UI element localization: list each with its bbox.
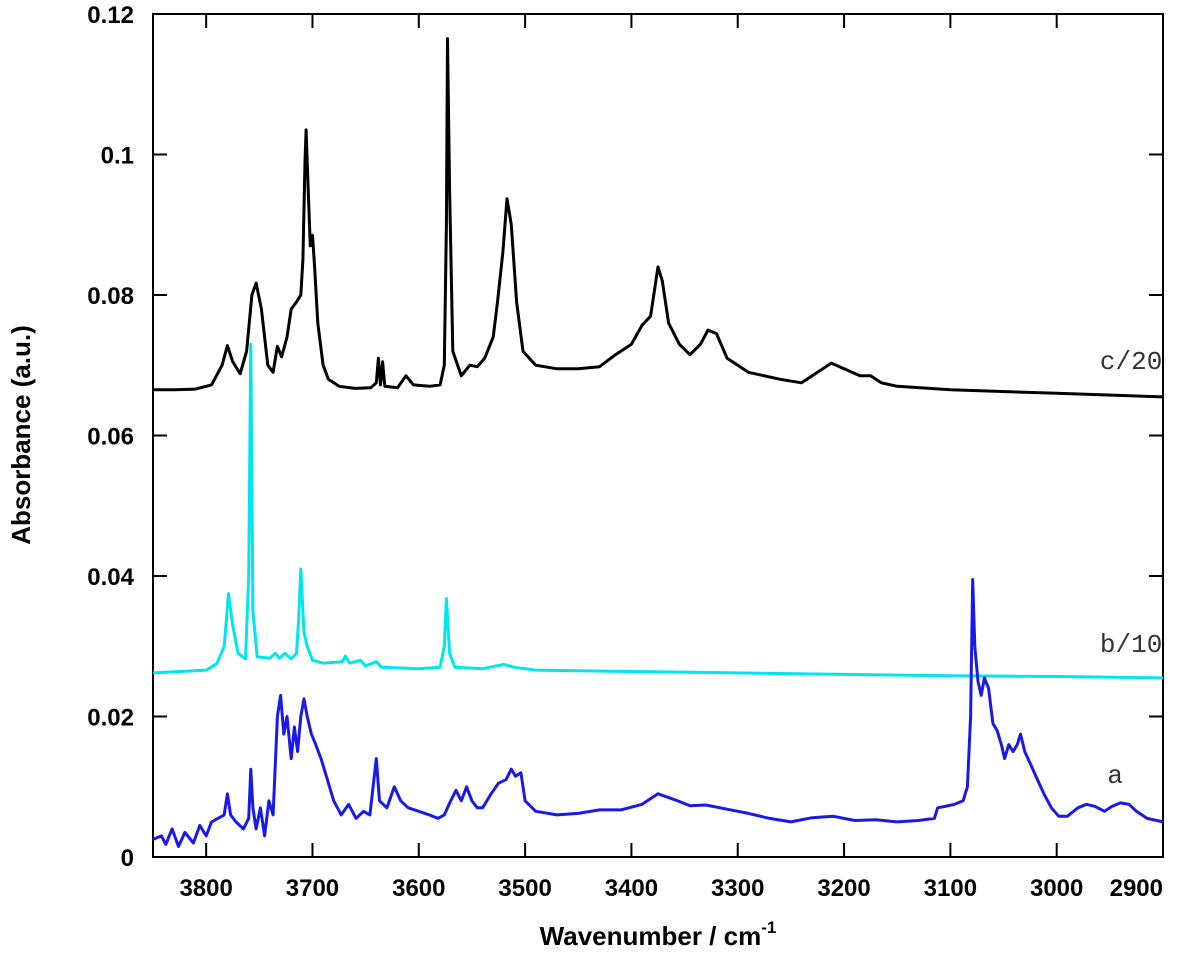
series-line-b10 xyxy=(152,342,1164,680)
series-line-a xyxy=(152,578,1164,848)
y-tick-label: 0 xyxy=(121,845,134,872)
y-tick-label: 0.06 xyxy=(87,424,134,451)
x-tick-label: 3800 xyxy=(179,875,232,902)
y-axis-title: Absorbance (a.u.) xyxy=(6,325,36,545)
series-line-c20 xyxy=(153,37,1164,399)
x-tick-label: 3000 xyxy=(1030,875,1083,902)
x-axis-title: Wavenumber / cm-1 xyxy=(540,918,777,951)
x-tick-label: 3500 xyxy=(498,875,551,902)
series-layer: c/20 b/10 a xyxy=(152,37,1164,848)
x-tick-label: 3200 xyxy=(817,875,870,902)
x-tick-label: 3700 xyxy=(286,875,339,902)
y-tick-label: 0.1 xyxy=(101,143,134,170)
x-axis-title-superscript: -1 xyxy=(761,918,776,937)
tick-labels: 3800 3700 3600 3500 3400 3300 3200 3100 3000 2900… xyxy=(87,2,1163,902)
series-label: c/20 xyxy=(1100,347,1162,377)
x-tick-label: 3300 xyxy=(711,875,764,902)
y-tick-label: 0.12 xyxy=(87,2,134,29)
axis-ticks xyxy=(153,13,1164,858)
y-tick-label: 0.08 xyxy=(87,283,134,310)
x-tick-label: 3100 xyxy=(924,875,977,902)
series-label: a xyxy=(1107,761,1123,791)
x-tick-label: 3400 xyxy=(605,875,658,902)
y-tick-label: 0.02 xyxy=(87,705,134,732)
x-tick-label: 2900 xyxy=(1110,875,1163,902)
x-tick-label: 3600 xyxy=(392,875,445,902)
series-label: b/10 xyxy=(1100,630,1162,660)
y-tick-label: 0.04 xyxy=(87,564,134,591)
